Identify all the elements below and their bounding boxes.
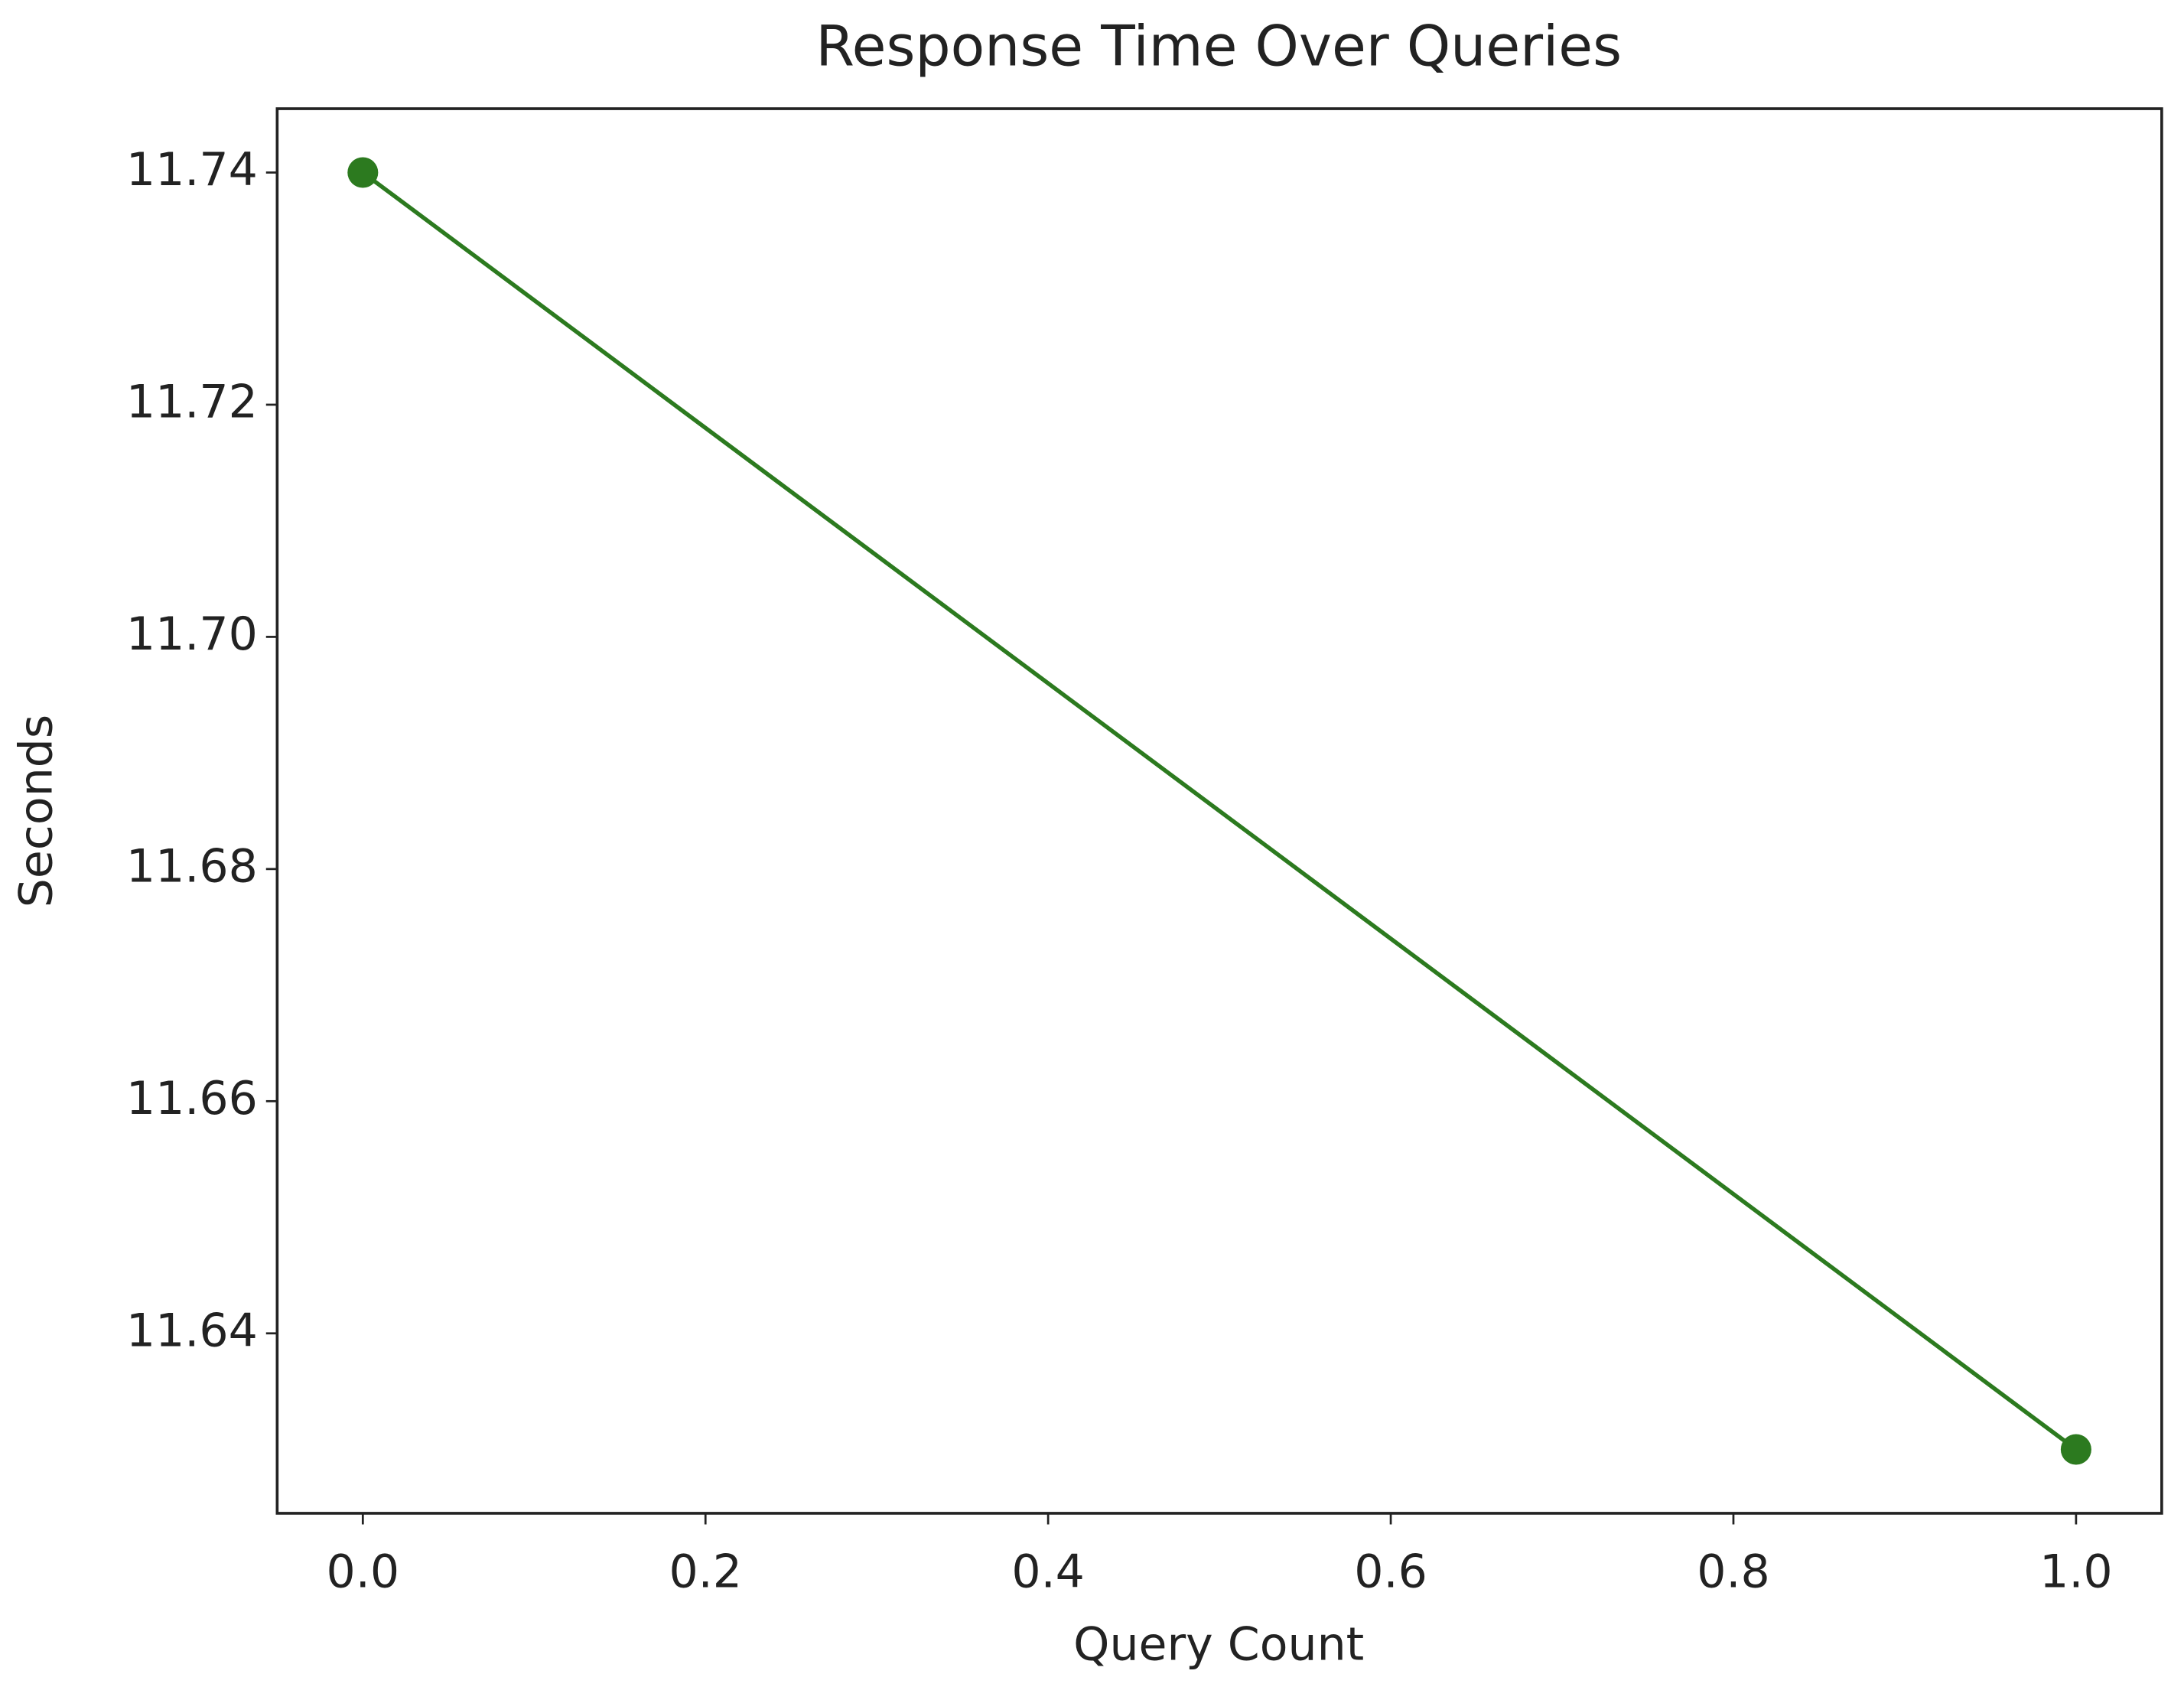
x-axis-label: Query Count: [1073, 1617, 1364, 1671]
y-tick-label: 11.66: [126, 1072, 258, 1125]
x-tick-label: 0.4: [1011, 1545, 1085, 1599]
y-tick-label: 11.74: [126, 143, 258, 197]
marker: [347, 157, 379, 188]
x-tick-label: 0.2: [669, 1545, 742, 1599]
y-tick-label: 11.72: [126, 376, 258, 429]
x-tick-label: 0.0: [327, 1545, 400, 1599]
plot-frame: [275, 107, 2163, 1515]
y-tick-label: 11.70: [126, 607, 258, 661]
y-tick-label: 11.64: [126, 1304, 258, 1357]
x-tick-label: 1.0: [2039, 1545, 2113, 1599]
chart-title: Response Time Over Queries: [815, 15, 1622, 80]
x-tick-label: 0.6: [1354, 1545, 1427, 1599]
x-tick-label: 0.8: [1697, 1545, 1770, 1599]
line: [361, 171, 2078, 1451]
marker: [2060, 1434, 2091, 1465]
y-tick-label: 11.68: [126, 839, 258, 893]
y-axis-label: Seconds: [10, 715, 63, 907]
